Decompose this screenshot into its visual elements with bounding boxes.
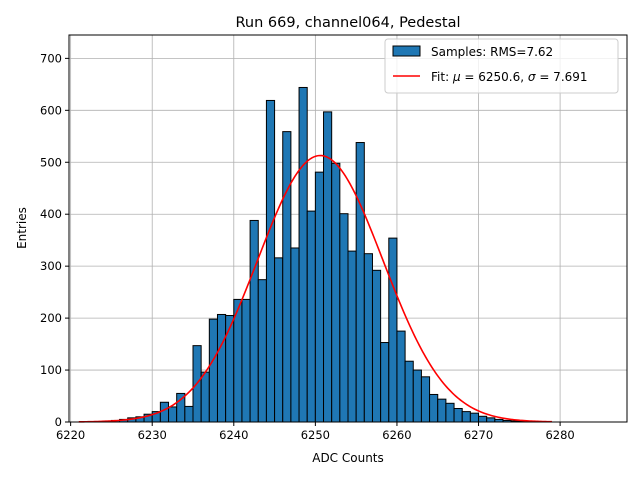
x-tick-label: 6230 — [138, 428, 167, 442]
histogram-bar — [216, 313, 227, 423]
histogram-bar — [445, 402, 455, 423]
histogram-bar — [412, 369, 422, 423]
legend-fit-mu-symbol: μ — [452, 70, 461, 84]
histogram-bar — [380, 342, 390, 423]
histogram-bar — [225, 315, 235, 423]
legend-fit-sigma-value: = 7.691 — [536, 70, 588, 84]
x-axis-label: ADC Counts — [312, 451, 384, 465]
legend-box — [384, 38, 619, 94]
legend-fit-sigma-symbol: σ — [528, 70, 536, 84]
histogram-bar — [478, 415, 488, 423]
histogram-bar — [371, 269, 382, 423]
x-tick-label: 6280 — [545, 428, 574, 442]
histogram-bar — [388, 237, 398, 423]
histogram-bar — [298, 86, 308, 423]
histogram-bar — [208, 318, 218, 423]
y-tick-label: 100 — [40, 363, 62, 377]
histogram-bar — [363, 253, 373, 423]
y-tick-label: 700 — [40, 51, 62, 65]
legend-fit-mu-value: = 6250.6, — [461, 70, 528, 84]
histogram-bar — [469, 412, 480, 423]
y-tick-label: 200 — [40, 311, 62, 325]
legend-fit-label: Fit: μ = 6250.6, σ = 7.691 — [431, 70, 588, 84]
histogram-bar — [486, 417, 496, 423]
fit-curve — [78, 154, 552, 423]
histogram-bar — [168, 406, 178, 423]
histogram-bar — [274, 257, 284, 423]
histogram-bar — [461, 411, 471, 423]
y-axis-label: Entries — [15, 207, 29, 249]
histogram-bar — [437, 398, 447, 423]
y-tick-label: 0 — [55, 415, 62, 429]
legend-samples-swatch — [392, 45, 421, 57]
histogram-bar — [241, 298, 251, 423]
legend: Samples: RMS=7.62 Fit: μ = 6250.6, σ = 7… — [384, 38, 619, 94]
legend-fit-prefix: Fit: — [431, 70, 453, 84]
y-tick-label: 400 — [40, 207, 62, 221]
histogram-bar — [331, 162, 341, 423]
x-tick-label: 6250 — [301, 428, 330, 442]
chart-title: Run 669, channel064, Pedestal — [235, 15, 460, 31]
x-axis-ticks: 6220 6230 6240 6250 6260 6270 6280 — [56, 422, 575, 442]
histogram-bar — [265, 99, 276, 423]
histogram-bar — [282, 131, 292, 423]
x-tick-label: 6260 — [382, 428, 411, 442]
histogram-bar — [339, 213, 349, 423]
histogram-bar — [249, 219, 259, 423]
histogram-bar — [429, 393, 439, 423]
x-tick-label: 6220 — [56, 428, 85, 442]
histogram-bar — [306, 210, 316, 423]
histogram-bar — [184, 405, 194, 423]
histogram-bar — [159, 401, 170, 423]
y-tick-label: 500 — [40, 155, 62, 169]
x-tick-label: 6240 — [219, 428, 248, 442]
x-tick-label: 6270 — [464, 428, 493, 442]
y-axis-ticks: 0 100 200 300 400 500 600 700 — [40, 51, 69, 429]
histogram-bar — [347, 250, 357, 423]
histogram-bar — [420, 376, 431, 423]
y-tick-label: 600 — [40, 103, 62, 117]
legend-samples-label: Samples: RMS=7.62 — [431, 45, 553, 59]
histogram-bar — [404, 360, 414, 423]
histogram-bar — [314, 171, 325, 423]
fit-curve-group — [78, 154, 552, 423]
histogram-bar — [355, 142, 365, 423]
histogram-bar — [200, 371, 210, 423]
histogram-bar — [257, 279, 267, 423]
histogram-bar — [290, 247, 300, 423]
plot-frame — [68, 34, 628, 423]
histogram-bar — [453, 407, 463, 423]
y-tick-label: 300 — [40, 259, 62, 273]
histogram-bar — [396, 330, 406, 423]
